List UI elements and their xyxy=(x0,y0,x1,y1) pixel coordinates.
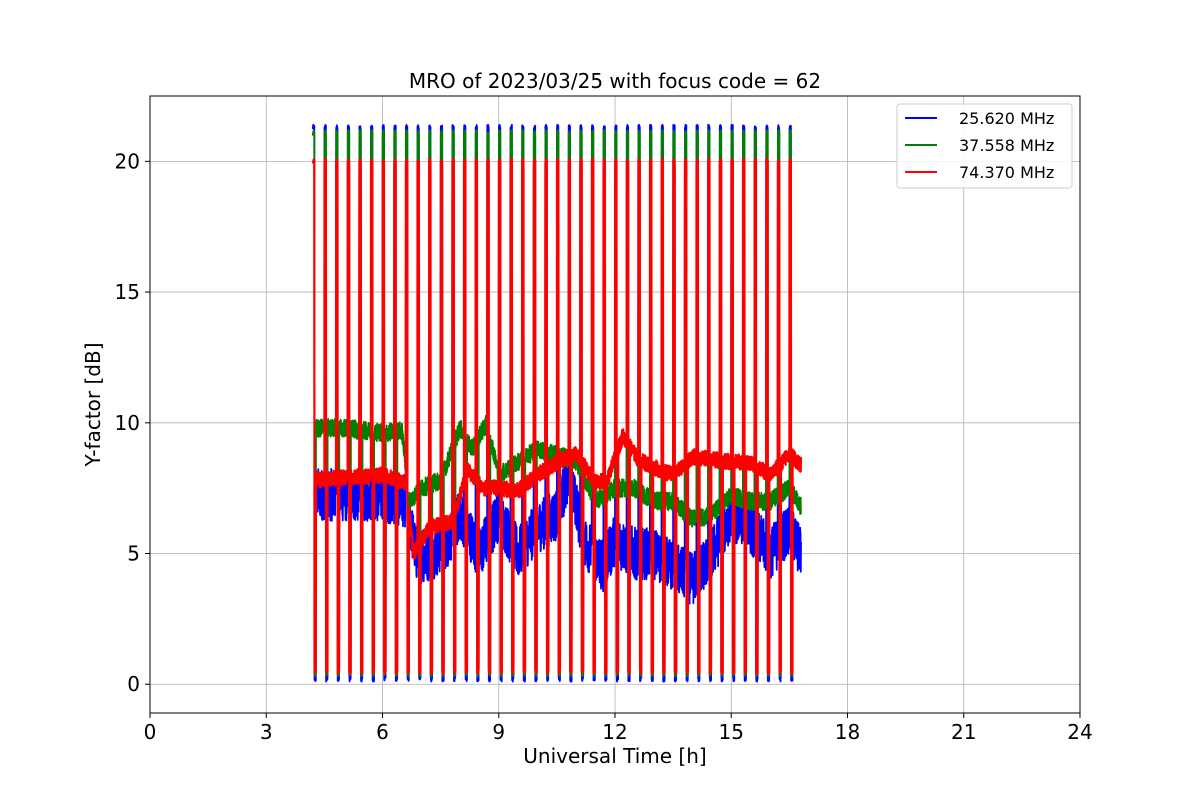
plot-area xyxy=(311,123,803,683)
x-tick-label: 0 xyxy=(144,720,157,744)
y-tick-label: 20 xyxy=(115,149,140,173)
x-tick-label: 3 xyxy=(260,720,273,744)
x-tick-label: 9 xyxy=(492,720,505,744)
x-tick-label: 12 xyxy=(602,720,627,744)
series-line xyxy=(311,123,802,683)
x-tick-label: 21 xyxy=(951,720,976,744)
x-tick-label: 6 xyxy=(376,720,389,744)
axes-ticks: 0 3 6 9 12 15 18 21 24 0 5 10 15 20 xyxy=(115,149,1093,744)
y-tick-label: 5 xyxy=(127,542,140,566)
legend-entry: 74.370 MHz xyxy=(959,163,1054,182)
series-line xyxy=(311,157,803,675)
x-axis-label: Universal Time [h] xyxy=(523,744,706,768)
chart-title: MRO of 2023/03/25 with focus code = 62 xyxy=(409,69,821,93)
y-tick-label: 0 xyxy=(127,672,140,696)
legend-box xyxy=(896,103,1073,189)
legend-entry: 37.558 MHz xyxy=(959,136,1054,155)
legend: 25.620 MHz 37.558 MHz 74.370 MHz xyxy=(896,103,1073,189)
y-tick-label: 10 xyxy=(115,411,140,435)
x-tick-label: 15 xyxy=(719,720,744,744)
x-tick-label: 18 xyxy=(835,720,860,744)
y-tick-label: 15 xyxy=(115,280,140,304)
legend-entry: 25.620 MHz xyxy=(959,109,1054,128)
y-axis-label: Y-factor [dB] xyxy=(81,342,105,467)
x-tick-label: 24 xyxy=(1067,720,1092,744)
